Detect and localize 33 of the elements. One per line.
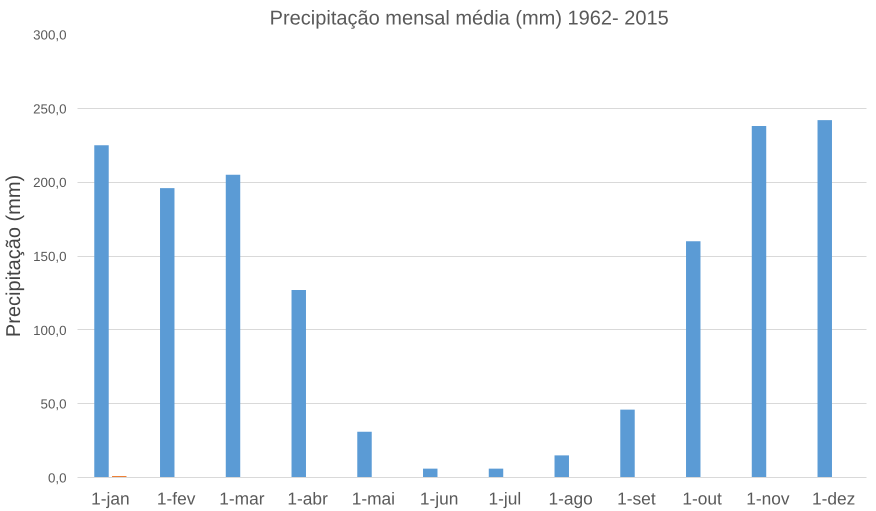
- x-tick-label: 1-mai: [352, 488, 396, 508]
- x-tick-label: 1-ago: [548, 488, 593, 508]
- bar: [818, 120, 832, 478]
- y-tick-label: 50,0: [40, 396, 67, 412]
- y-tick-label: 200,0: [33, 175, 67, 190]
- bar: [686, 241, 700, 478]
- y-tick-label: 150,0: [33, 249, 67, 264]
- y-tick-label: 250,0: [33, 101, 67, 116]
- x-tick-label: 1-jan: [91, 488, 130, 508]
- bar: [160, 188, 174, 478]
- bar: [357, 432, 372, 478]
- x-tick-label: 1-abr: [287, 488, 328, 508]
- x-tick-label: 1-dez: [812, 488, 856, 508]
- y-tick-label: 300,0: [33, 28, 67, 42]
- y-tick-label: 100,0: [33, 322, 67, 338]
- bar: [554, 455, 569, 478]
- bar: [488, 468, 504, 478]
- bar: [94, 145, 109, 478]
- y-tick-label: 0,0: [48, 470, 67, 486]
- x-tick-label: 1-jun: [420, 488, 458, 508]
- y-axis-title: Precipitação (mm): [3, 174, 26, 338]
- bar: [423, 468, 438, 478]
- bar: [292, 290, 306, 478]
- bar: [620, 410, 635, 478]
- x-tick-label: 1-mar: [219, 488, 265, 508]
- chart-title: Precipitação mensal média (mm) 1962- 2015: [270, 8, 669, 30]
- x-tick-label: 1-nov: [746, 488, 790, 508]
- x-tick-label: 1-out: [682, 488, 722, 508]
- x-tick-label: 1-fev: [156, 488, 196, 508]
- bar: [226, 174, 240, 478]
- x-tick-label: 1-set: [617, 488, 656, 508]
- bar: [752, 126, 766, 478]
- x-tick-label: 1-jul: [488, 488, 522, 508]
